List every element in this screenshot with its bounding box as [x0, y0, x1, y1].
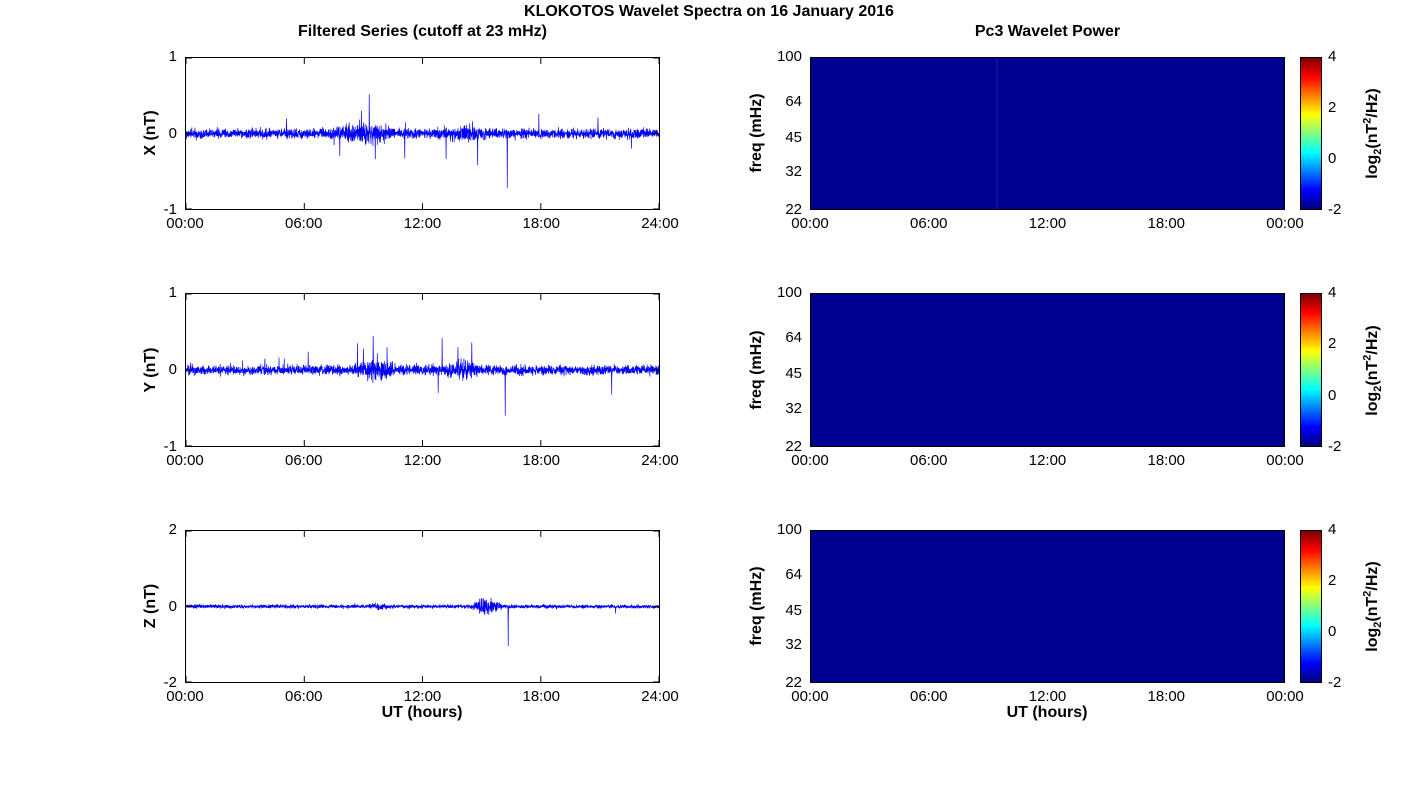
- y-tick-label: 0: [168, 124, 177, 142]
- colorbar-tick-label: 4: [1328, 284, 1337, 301]
- y-tick-label: 2: [168, 521, 177, 538]
- freq-tick-label: 32: [785, 636, 802, 654]
- timeseries-panel-y: [185, 293, 660, 447]
- y-tick-label: -1: [163, 201, 177, 218]
- y-tick-label: 0: [168, 361, 177, 378]
- colorbar-tick-label: 0: [1328, 623, 1337, 640]
- freq-tick-label: 45: [785, 128, 802, 146]
- x-tick-label: 24:00: [641, 452, 679, 469]
- freq-tick-label: 100: [776, 284, 802, 301]
- colorbar-label-x: log2(nT2/Hz): [1361, 88, 1385, 179]
- colorbar-tick-label: 4: [1328, 521, 1337, 538]
- freq-tick-label: 22: [785, 674, 802, 691]
- freq-tick-label: 45: [785, 601, 802, 619]
- x-tick-label: 06:00: [909, 215, 948, 232]
- x-tick-label: 18:00: [1147, 215, 1186, 232]
- freq-tick-label: 64: [785, 329, 802, 347]
- x-tick-label: 06:00: [284, 688, 323, 705]
- freq-tick-label: 32: [785, 399, 802, 417]
- right-column-title: Pc3 Wavelet Power: [974, 23, 1121, 40]
- x-tick-label: 06:00: [284, 452, 323, 469]
- x-tick-label: 12:00: [403, 452, 442, 469]
- x-tick-label: 18:00: [522, 215, 561, 232]
- colorbar-x: [1300, 57, 1322, 210]
- colorbar-tick-label: 2: [1328, 335, 1337, 353]
- x-tick-label: 00:00: [791, 688, 829, 705]
- x-tick-label: 00:00: [166, 215, 204, 232]
- x-tick-label: 00:00: [791, 215, 829, 232]
- x-tick-label: 00:00: [1266, 688, 1304, 705]
- x-tick-label: 12:00: [403, 688, 442, 705]
- timeseries-panel-z: [185, 530, 660, 683]
- x-tick-label: 18:00: [522, 688, 561, 705]
- freq-tick-label: 64: [785, 566, 802, 584]
- x-tick-label: 12:00: [1028, 452, 1067, 469]
- x-axis-label-right: UT (hours): [1006, 704, 1088, 721]
- colorbar-tick-label: -2: [1328, 674, 1342, 691]
- colorbar-tick-label: 0: [1328, 150, 1337, 167]
- timeseries-plot-y: [186, 294, 659, 446]
- freq-tick-label: 22: [785, 201, 802, 218]
- freq-tick-label: 22: [785, 438, 802, 455]
- x-tick-label: 00:00: [791, 452, 829, 469]
- faint-power-feature: [996, 58, 999, 209]
- colorbar-tick-label: -2: [1328, 201, 1342, 218]
- timeseries-panel-x: [185, 57, 660, 210]
- x-tick-label: 24:00: [641, 215, 679, 232]
- colorbar-tick-label: 0: [1328, 386, 1337, 404]
- colorbar-tick-label: 2: [1328, 572, 1337, 589]
- colorbar-z: [1300, 530, 1322, 683]
- x-tick-label: 24:00: [641, 688, 679, 705]
- y-tick-label: 0: [168, 597, 177, 615]
- x-tick-label: 18:00: [522, 452, 561, 469]
- x-tick-label: 12:00: [1028, 215, 1067, 232]
- freq-tick-label: 45: [785, 365, 802, 383]
- x-tick-label: 00:00: [166, 688, 204, 705]
- colorbar-tick-label: 4: [1328, 48, 1337, 65]
- y-tick-label: 1: [168, 48, 177, 65]
- x-tick-label: 12:00: [1028, 688, 1067, 705]
- spectrogram-panel-z: [810, 530, 1285, 683]
- x-axis-label-left: UT (hours): [381, 704, 463, 721]
- x-tick-label: 00:00: [166, 452, 204, 469]
- timeseries-plot-z: [186, 531, 659, 682]
- colorbar-y: [1300, 293, 1322, 447]
- freq-tick-label: 64: [785, 93, 802, 111]
- colorbar-tick-label: 2: [1328, 99, 1337, 116]
- x-tick-label: 18:00: [1147, 688, 1186, 705]
- x-tick-label: 18:00: [1147, 452, 1186, 469]
- figure-title: KLOKOTOS Wavelet Spectra on 16 January 2…: [524, 3, 894, 20]
- spectrogram-panel-y: [810, 293, 1285, 447]
- left-column-title: Filtered Series (cutoff at 23 mHz): [298, 23, 547, 40]
- colorbar-label-z: log2(nT2/Hz): [1361, 561, 1385, 652]
- x-tick-label: 00:00: [1266, 215, 1304, 232]
- freq-tick-label: 100: [776, 521, 802, 538]
- y-tick-label: -1: [163, 438, 177, 455]
- x-tick-label: 12:00: [403, 215, 442, 232]
- spectrogram-panel-x: [810, 57, 1285, 210]
- x-tick-label: 06:00: [909, 452, 948, 469]
- timeseries-plot-x: [186, 58, 659, 209]
- colorbar-label-y: log2(nT2/Hz): [1361, 325, 1385, 416]
- colorbar-tick-label: -2: [1328, 438, 1342, 455]
- freq-tick-label: 32: [785, 163, 802, 181]
- y-tick-label: -2: [163, 674, 177, 691]
- freq-tick-label: 100: [776, 48, 802, 65]
- x-tick-label: 00:00: [1266, 452, 1304, 469]
- y-tick-label: 1: [168, 284, 177, 301]
- x-tick-label: 06:00: [909, 688, 948, 705]
- x-tick-label: 06:00: [284, 215, 323, 232]
